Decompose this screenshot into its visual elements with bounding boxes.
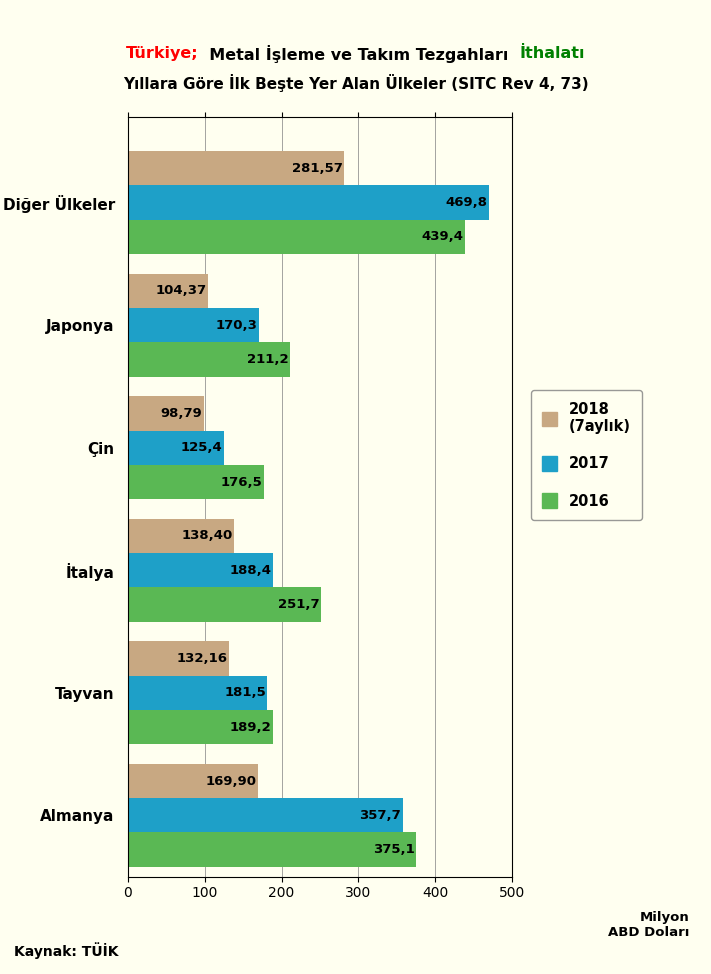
Text: 176,5: 176,5: [220, 475, 262, 489]
Bar: [128, 308, 259, 342]
Text: 251,7: 251,7: [278, 598, 320, 611]
Bar: [128, 151, 344, 185]
Text: 469,8: 469,8: [445, 196, 487, 209]
Bar: [128, 220, 466, 254]
Text: Türkiye;: Türkiye;: [126, 46, 198, 61]
Bar: [128, 465, 264, 500]
Text: 357,7: 357,7: [359, 808, 401, 822]
Text: 98,79: 98,79: [161, 407, 203, 420]
Text: Milyon
ABD Doları: Milyon ABD Doları: [609, 911, 690, 939]
Text: 375,1: 375,1: [373, 843, 415, 856]
Text: 138,40: 138,40: [181, 530, 232, 543]
Text: Kaynak: TÜİK: Kaynak: TÜİK: [14, 943, 119, 959]
Bar: [128, 710, 273, 744]
Bar: [128, 396, 204, 431]
Text: 170,3: 170,3: [215, 318, 257, 332]
Bar: [128, 274, 208, 308]
Bar: [128, 431, 224, 465]
Bar: [128, 833, 416, 867]
Text: 439,4: 439,4: [422, 231, 464, 244]
Text: Metal İşleme ve Takım Tezgahları: Metal İşleme ve Takım Tezgahları: [198, 45, 520, 62]
Bar: [128, 185, 488, 220]
Bar: [128, 553, 272, 587]
Bar: [128, 342, 290, 377]
Bar: [128, 676, 267, 710]
Text: Yıllara Göre İlk Beşte Yer Alan Ülkeler (SITC Rev 4, 73): Yıllara Göre İlk Beşte Yer Alan Ülkeler …: [123, 74, 588, 92]
Text: İthalatı: İthalatı: [520, 46, 585, 61]
Bar: [128, 798, 402, 833]
Text: 188,4: 188,4: [229, 564, 271, 577]
Bar: [128, 587, 321, 621]
Text: 125,4: 125,4: [181, 441, 223, 454]
Bar: [128, 519, 234, 553]
Text: 281,57: 281,57: [292, 162, 343, 175]
Text: 189,2: 189,2: [230, 721, 272, 733]
Text: 132,16: 132,16: [177, 652, 228, 665]
Bar: [128, 641, 230, 676]
Legend: 2018
(7aylık), 2017, 2016: 2018 (7aylık), 2017, 2016: [530, 390, 642, 520]
Text: 211,2: 211,2: [247, 353, 289, 366]
Text: 169,90: 169,90: [206, 774, 257, 788]
Bar: [128, 764, 258, 798]
Text: 181,5: 181,5: [224, 687, 266, 699]
Text: 104,37: 104,37: [156, 284, 207, 297]
